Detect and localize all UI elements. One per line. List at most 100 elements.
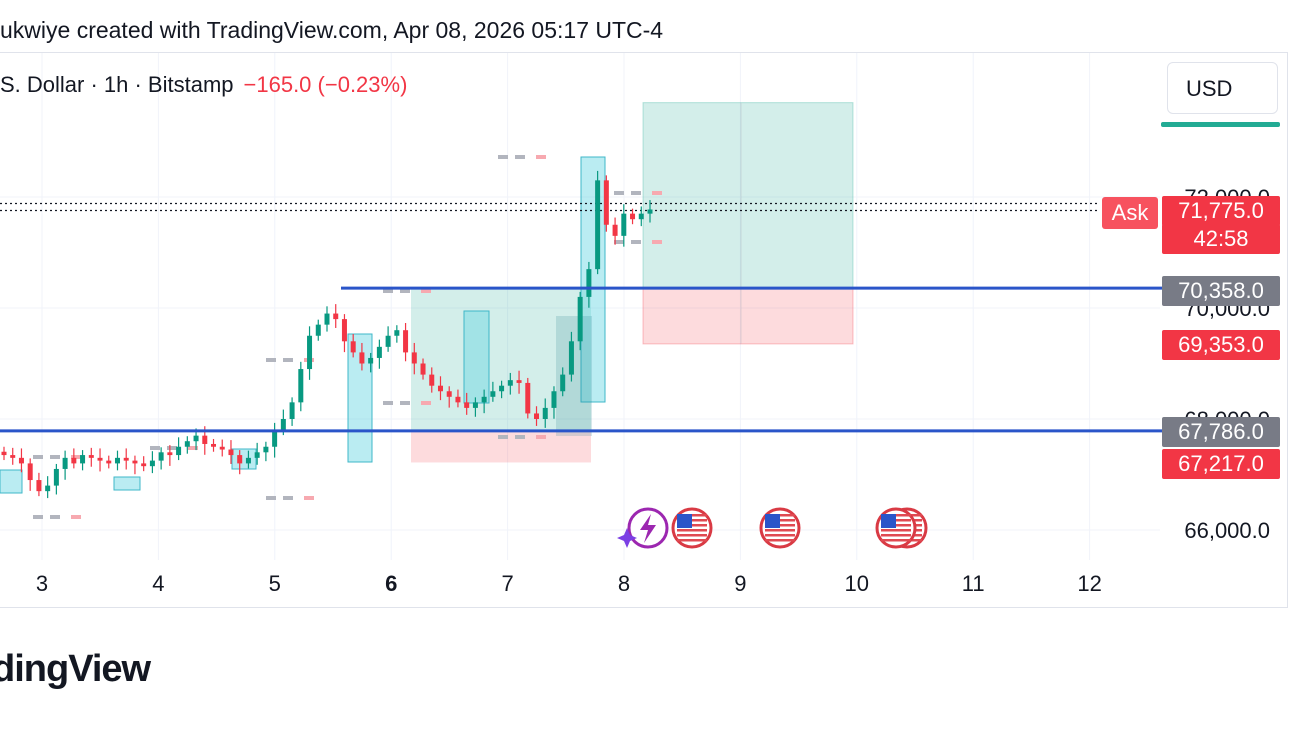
flag-stripe [881,534,911,537]
us-flag-event-icon [875,507,917,549]
candle-body [62,457,68,469]
candle-body [132,460,138,464]
flag-stripe [765,539,795,542]
candle-body [481,396,487,403]
candle-body [472,402,478,408]
candle-body [595,180,601,270]
countdown-tag: 42:58 [1162,224,1280,254]
candle-body [420,363,426,375]
candle-body [333,313,339,320]
y-tick-label: 66,000.0 [1184,518,1270,543]
candle-body [638,213,644,220]
candle-body [621,213,627,236]
candle-body [525,382,531,414]
candle-body [219,446,225,450]
candle-body [499,385,505,392]
ask-price-tag: 71,775.0 [1162,196,1280,226]
candle-body [490,391,496,397]
candle-body [507,380,513,386]
candle-body [245,457,251,464]
currency-selector[interactable]: USD [1167,62,1278,114]
chart-pane[interactable] [0,52,1288,608]
candle-body [446,391,452,397]
stop-top-tag: 69,353.0 [1162,330,1280,360]
symbol-text: S. Dollar · 1h · Bitstamp [0,72,234,97]
candle-body [612,224,618,236]
candle-body [254,452,260,458]
candle-body [324,313,330,325]
candle-body [10,455,16,458]
candle-body [237,455,243,464]
flag-stripe [765,529,795,532]
candle-body [149,460,155,467]
x-tick-label: 7 [501,571,513,596]
candle-body [1,451,7,456]
flag-canton [677,514,692,528]
candle-body [263,446,269,453]
candle-body [176,446,182,456]
flag-stripe [881,529,911,532]
candle-body [560,374,566,392]
candle-body [350,341,356,353]
sparkle-glyph [617,528,637,548]
candle-body [193,435,199,442]
candle-body [403,330,409,353]
horizontal-levels [0,286,1162,433]
candle-body [71,457,77,464]
flag-stripe [881,539,911,542]
position-zones [0,102,854,494]
target-zone-1 [411,288,591,431]
candle-body [228,449,234,456]
x-tick-label: 9 [734,571,746,596]
candle-body [106,460,112,464]
candle-body [272,430,278,447]
candle-body [88,455,94,458]
candle-body [586,269,592,297]
ask-label: Ask [1102,197,1158,229]
x-tick-label: 3 [36,571,48,596]
target-zone-2 [642,102,854,289]
candle-body [167,452,173,456]
x-tick-label: 12 [1077,571,1101,596]
flag-canton [881,514,896,528]
candle-body [114,457,120,464]
candle-body [394,330,400,336]
highlight-box [580,156,606,403]
candle-body [464,402,470,408]
candle-body [534,413,540,419]
candle-body [184,441,190,447]
candle-body [53,468,59,486]
highlight-box [463,310,490,404]
flag-stripe [677,534,707,537]
symbol-info[interactable]: S. Dollar · 1h · Bitstamp −165.0 (−0.23%) [0,72,407,98]
candle-body [516,380,522,383]
candle-body [437,385,443,392]
candle-body [368,357,374,364]
x-tick-label: 5 [269,571,281,596]
x-tick-label: 6 [385,571,397,596]
lightning-event-icon [617,507,669,549]
candle-body [542,407,548,419]
candle-body [123,457,129,461]
brand-logo-text: dingView [0,648,151,690]
candle-body [411,352,417,364]
x-tick-label: 4 [152,571,164,596]
flag-stripe [765,534,795,537]
candle-body [603,180,609,225]
flag-stripe [677,529,707,532]
candle-body [202,435,208,444]
stop-zone-2 [642,287,854,345]
highlight-box [231,448,257,470]
lightning-glyph [640,514,656,543]
candle-body [385,335,391,347]
flag-canton [765,514,780,528]
candle-body [376,346,382,358]
flag-stripe [677,539,707,542]
session-markers [0,155,1100,519]
highlight-box [113,476,141,491]
us-flag-event-icon [671,507,713,549]
stop-bottom-tag: 67,217.0 [1162,449,1280,479]
candle-body [429,374,435,386]
candle-body [315,324,321,336]
